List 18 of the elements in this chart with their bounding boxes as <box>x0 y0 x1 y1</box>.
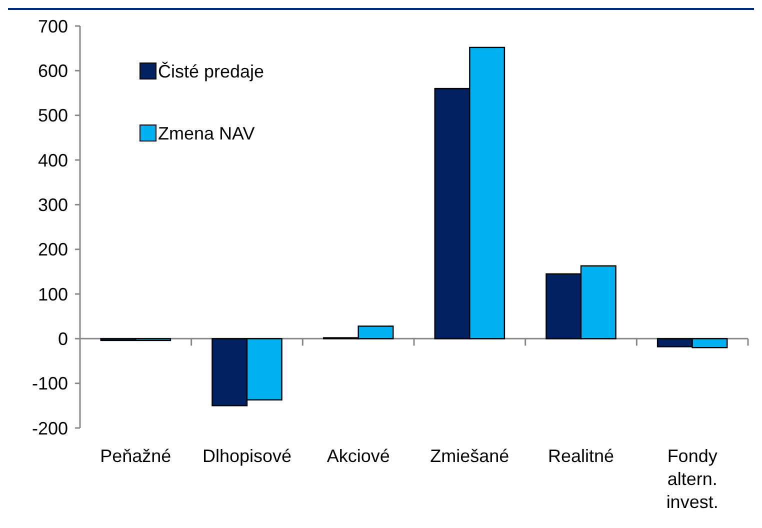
x-tick-label: Dlhopisové <box>202 446 292 466</box>
y-tick-label: 100 <box>38 284 68 304</box>
x-tick-label: Zmiešané <box>430 446 510 466</box>
y-tick-label: 500 <box>38 106 68 126</box>
y-tick-label: 300 <box>38 194 68 215</box>
y-tick-label: 0 <box>58 328 68 349</box>
legend-label: Zmena NAV <box>158 123 255 144</box>
x-tick-label: Peňažné <box>100 446 172 466</box>
legend-label: Čisté predaje <box>158 61 264 82</box>
y-tick-label: -100 <box>32 374 68 394</box>
y-tick-label: 600 <box>38 60 68 81</box>
x-tick-label: Realitné <box>548 446 614 466</box>
y-tick-label: -200 <box>32 418 68 438</box>
y-tick-label: 700 <box>38 16 68 36</box>
y-tick-label: 400 <box>38 150 68 170</box>
y-tick-label: 200 <box>38 240 68 260</box>
x-tick-label: Akciové <box>326 446 390 466</box>
x-tick-label: Fondy altern. invest. <box>666 446 718 512</box>
